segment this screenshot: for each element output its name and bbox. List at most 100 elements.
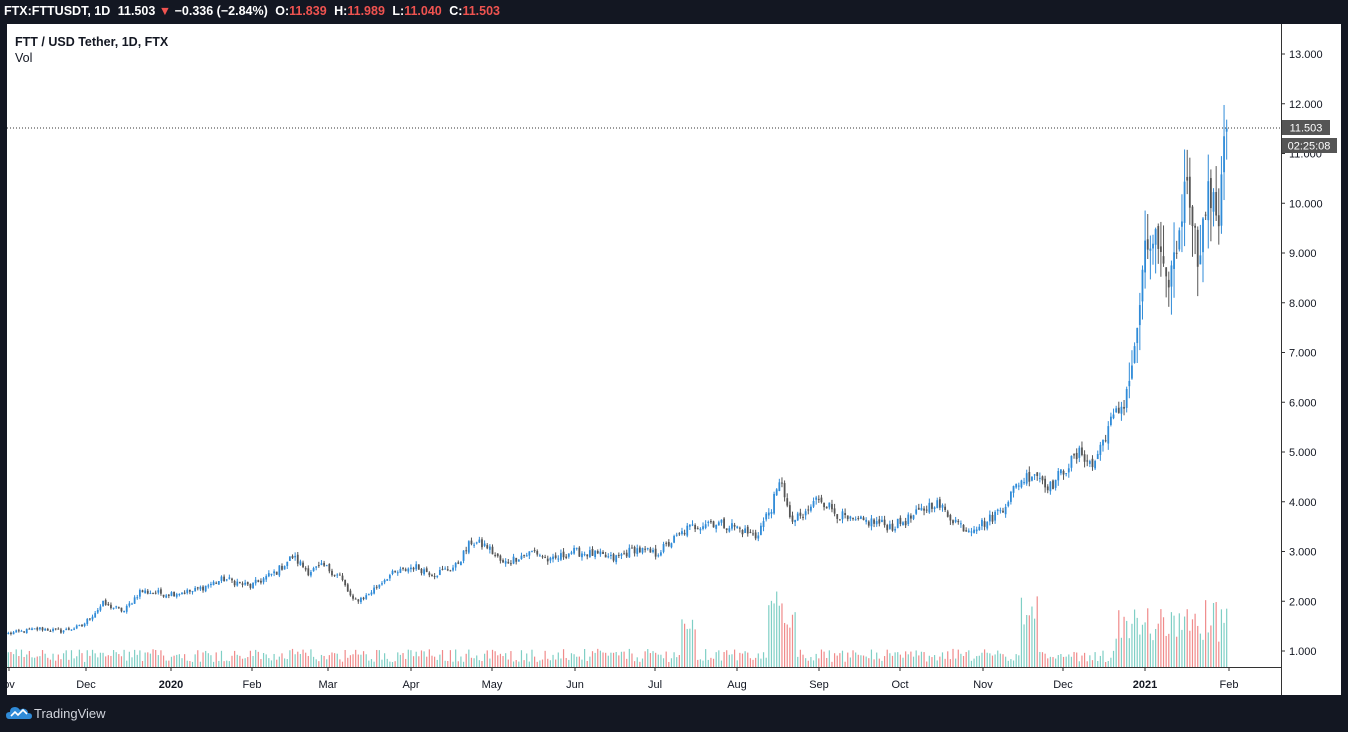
volume-bar [168, 660, 170, 667]
candle-body [194, 587, 197, 592]
candle-body [1083, 454, 1086, 462]
volume-bar [1047, 658, 1049, 667]
candle-body [299, 561, 302, 565]
candle-body [1049, 481, 1052, 492]
volume-bar [176, 654, 178, 667]
candle-body [794, 519, 797, 523]
candle-body [1115, 408, 1118, 413]
candle-body [138, 590, 141, 597]
countdown-tag-value: 02:25:08 [1288, 141, 1331, 153]
candle-body [302, 562, 304, 568]
volume-bar [273, 653, 275, 667]
candle-body [928, 502, 931, 513]
price-chart[interactable]: 13.00012.00011.00010.0009.0008.0007.0006… [0, 0, 1348, 698]
x-tick-label: 2021 [1133, 679, 1157, 691]
candle-body [225, 579, 228, 581]
volume-bar [883, 656, 886, 667]
volume-bar [897, 652, 899, 667]
volume-bar [947, 651, 949, 667]
volume-bar [499, 653, 501, 667]
volume-bar [860, 655, 862, 667]
tradingview-cloud-icon[interactable] [6, 704, 32, 722]
volume-bar [657, 654, 659, 667]
volume-bar [1181, 629, 1183, 667]
candle-body [538, 555, 541, 557]
volume-bar [1194, 613, 1196, 667]
volume-bar [831, 661, 833, 667]
symbol-resolution[interactable]: FTX:FTTUSDT, 1D [4, 4, 111, 18]
candle-body [1123, 406, 1125, 409]
candle-body [770, 512, 773, 514]
volume-bar [23, 656, 25, 667]
volume-bar [341, 661, 344, 667]
volume-bar [49, 659, 52, 667]
candle-body [283, 566, 286, 570]
candle-body [660, 552, 662, 556]
volume-bar [1078, 661, 1080, 667]
volume-bar [44, 653, 46, 667]
candle-body [1194, 225, 1197, 228]
candlestick-series[interactable] [7, 104, 1228, 636]
candle-body [188, 589, 191, 592]
volume-bar [926, 661, 928, 667]
volume-bar [1207, 632, 1209, 667]
volume-bar [170, 656, 173, 667]
candle-body [75, 625, 78, 629]
candle-body [383, 580, 386, 583]
volume-bar [15, 649, 17, 667]
candle-body [1088, 461, 1091, 464]
volume-bar [828, 650, 830, 667]
volume-bar [857, 654, 859, 667]
volume-bar [820, 649, 823, 667]
candle-body [1149, 248, 1152, 251]
volume-bar [476, 655, 478, 667]
volume-bar [1049, 656, 1051, 667]
volume-bar [1099, 655, 1101, 667]
candle-body [1133, 346, 1136, 363]
volume-bar [310, 649, 312, 667]
volume-bar [1123, 616, 1125, 667]
volume-bar [999, 653, 1001, 667]
candle-body [512, 556, 515, 564]
candle-body [1081, 447, 1083, 455]
candle-body [1004, 506, 1007, 515]
volume-bar [455, 649, 457, 667]
volume-bar [484, 653, 486, 667]
volume-bar [12, 654, 15, 667]
volume-bar [339, 659, 341, 667]
volume-bar [155, 649, 157, 667]
candle-body [131, 603, 133, 605]
volume-bar [528, 661, 530, 667]
candle-body [1181, 221, 1183, 227]
candle-body [973, 529, 975, 533]
volume-bar [591, 651, 594, 667]
y-tick-label: 2.000 [1289, 596, 1317, 608]
candle-body [788, 505, 791, 518]
tradingview-brand[interactable]: TradingView [34, 706, 106, 721]
volume-bar [849, 657, 851, 667]
volume-bar [560, 658, 562, 667]
volume-bar [539, 660, 541, 667]
volume-bar [1028, 615, 1030, 667]
candle-body [646, 548, 649, 550]
candle-body [681, 531, 683, 534]
candle-body [567, 553, 570, 557]
volume-bar [678, 654, 680, 667]
volume-bar [110, 655, 112, 667]
volume-bar [294, 654, 296, 667]
volume-bar [581, 659, 583, 667]
candle-body [173, 591, 175, 597]
volume-bar [615, 652, 617, 667]
volume-bar [399, 654, 402, 667]
candle-body [278, 565, 281, 576]
candle-body [694, 525, 697, 530]
candle-body [1060, 469, 1062, 474]
volume-bar [184, 654, 186, 667]
volume-bar [465, 653, 467, 667]
volume-bar [699, 659, 701, 667]
volume-bar [702, 660, 704, 667]
x-axis[interactable]: ov Dec 2020 Feb Mar Apr May Jun Jul Aug Sep Oct Nov D… [3, 667, 1238, 691]
candle-body [1044, 478, 1047, 488]
volume-bar [534, 656, 536, 667]
candle-body [738, 527, 741, 529]
